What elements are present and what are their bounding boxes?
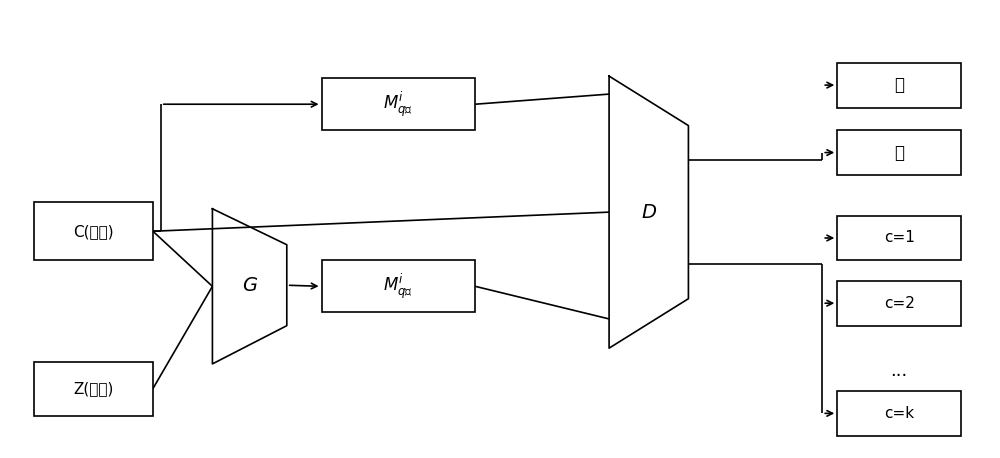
- Text: c=1: c=1: [884, 230, 915, 245]
- Bar: [34, 202, 153, 261]
- Text: D: D: [641, 202, 656, 222]
- Bar: [837, 391, 961, 436]
- Text: Z(噪声): Z(噪声): [73, 381, 114, 396]
- Text: $M_{q真}^{i}$: $M_{q真}^{i}$: [383, 89, 413, 119]
- Bar: [34, 362, 153, 415]
- Text: G: G: [242, 276, 257, 295]
- Text: ...: ...: [891, 362, 908, 380]
- Text: C(分类): C(分类): [73, 224, 114, 239]
- Text: 假: 假: [894, 143, 904, 162]
- Bar: [837, 130, 961, 175]
- Bar: [837, 63, 961, 108]
- Bar: [322, 78, 475, 130]
- Text: c=2: c=2: [884, 296, 915, 311]
- Bar: [322, 261, 475, 312]
- Bar: [837, 216, 961, 261]
- Text: $M_{q假}^{i}$: $M_{q假}^{i}$: [383, 272, 413, 301]
- Text: c=k: c=k: [884, 406, 914, 421]
- Text: 真: 真: [894, 76, 904, 94]
- Bar: [837, 281, 961, 326]
